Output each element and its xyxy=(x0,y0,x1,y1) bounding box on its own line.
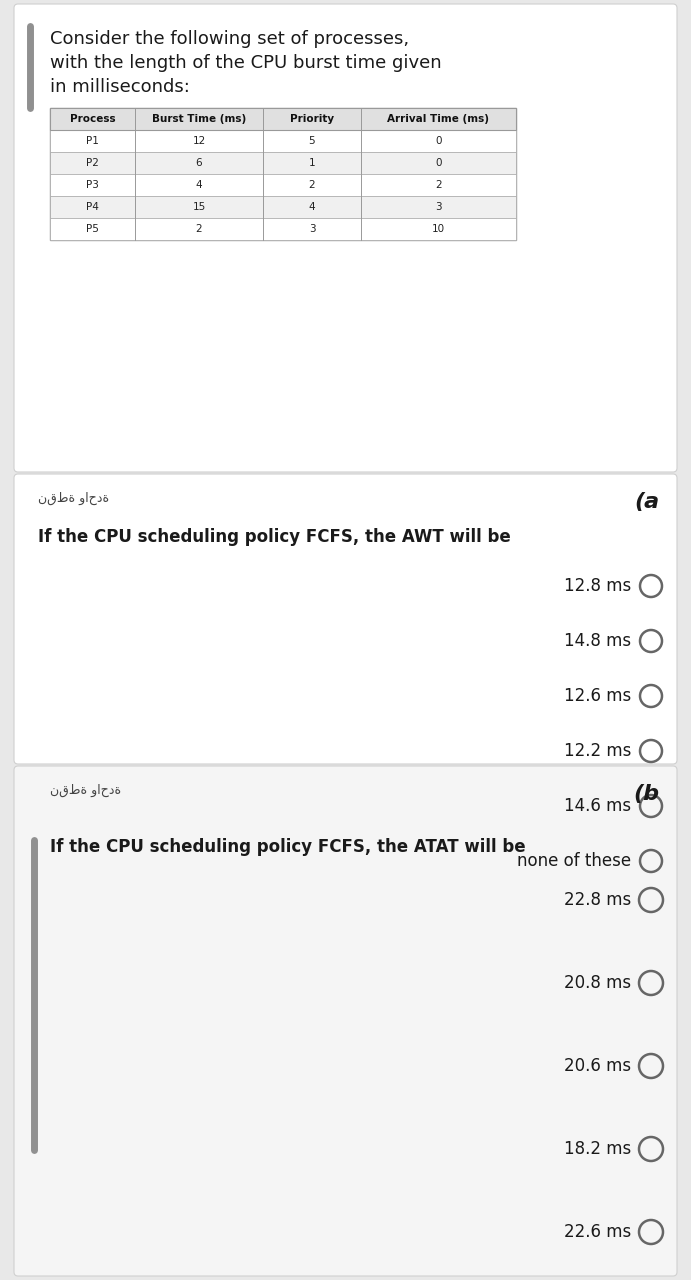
Text: 1: 1 xyxy=(309,157,315,168)
Bar xyxy=(50,218,516,241)
Text: 20.6 ms: 20.6 ms xyxy=(564,1057,631,1075)
Text: 10: 10 xyxy=(432,224,445,234)
Text: 20.8 ms: 20.8 ms xyxy=(564,974,631,992)
Text: If the CPU scheduling policy FCFS, the ATAT will be: If the CPU scheduling policy FCFS, the A… xyxy=(50,838,526,856)
Text: 2: 2 xyxy=(435,180,442,189)
Text: P1: P1 xyxy=(86,136,99,146)
Text: 12.2 ms: 12.2 ms xyxy=(564,742,631,760)
FancyBboxPatch shape xyxy=(14,474,677,764)
Bar xyxy=(50,108,516,241)
Text: Process: Process xyxy=(70,114,115,124)
Bar xyxy=(50,196,516,218)
Text: 3: 3 xyxy=(435,202,442,212)
Text: with the length of the CPU burst time given: with the length of the CPU burst time gi… xyxy=(50,54,442,72)
Text: 18.2 ms: 18.2 ms xyxy=(564,1140,631,1158)
Text: 6: 6 xyxy=(196,157,202,168)
Text: P4: P4 xyxy=(86,202,99,212)
Text: P2: P2 xyxy=(86,157,99,168)
Text: 2: 2 xyxy=(196,224,202,234)
Text: 3: 3 xyxy=(309,224,315,234)
Text: 4: 4 xyxy=(309,202,315,212)
Text: Arrival Time (ms): Arrival Time (ms) xyxy=(388,114,489,124)
Text: If the CPU scheduling policy FCFS, the AWT will be: If the CPU scheduling policy FCFS, the A… xyxy=(38,527,511,547)
Text: 5: 5 xyxy=(309,136,315,146)
Text: Priority: Priority xyxy=(290,114,334,124)
Text: نقطة واحدة: نقطة واحدة xyxy=(38,492,109,506)
Text: in milliseconds:: in milliseconds: xyxy=(50,78,190,96)
Bar xyxy=(50,108,516,131)
Text: 22.8 ms: 22.8 ms xyxy=(564,891,631,909)
Bar xyxy=(50,131,516,152)
Text: Burst Time (ms): Burst Time (ms) xyxy=(152,114,246,124)
FancyBboxPatch shape xyxy=(14,765,677,1276)
Text: 2: 2 xyxy=(309,180,315,189)
Text: نقطة واحدة: نقطة واحدة xyxy=(50,783,121,797)
Text: 12.6 ms: 12.6 ms xyxy=(564,687,631,705)
Text: 0: 0 xyxy=(435,157,442,168)
Text: 14.8 ms: 14.8 ms xyxy=(564,632,631,650)
Text: Consider the following set of processes,: Consider the following set of processes, xyxy=(50,29,409,47)
FancyBboxPatch shape xyxy=(14,4,677,472)
Bar xyxy=(50,152,516,174)
Text: P3: P3 xyxy=(86,180,99,189)
Text: 15: 15 xyxy=(192,202,206,212)
Text: 12: 12 xyxy=(192,136,206,146)
Text: P5: P5 xyxy=(86,224,99,234)
Text: 22.6 ms: 22.6 ms xyxy=(564,1222,631,1242)
Text: 0: 0 xyxy=(435,136,442,146)
Text: (b: (b xyxy=(633,783,659,804)
Text: 4: 4 xyxy=(196,180,202,189)
Bar xyxy=(50,174,516,196)
Text: 14.6 ms: 14.6 ms xyxy=(564,797,631,815)
Text: (a: (a xyxy=(634,492,659,512)
Text: none of these: none of these xyxy=(517,852,631,870)
Text: 12.8 ms: 12.8 ms xyxy=(564,577,631,595)
